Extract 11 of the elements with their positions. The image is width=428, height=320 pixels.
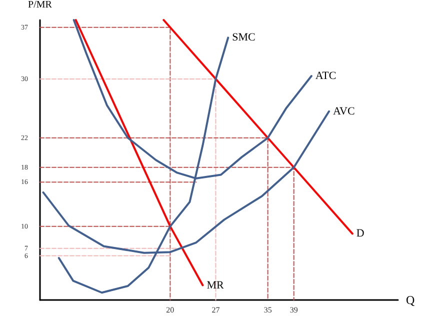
x-axis-title: Q xyxy=(406,293,415,307)
series-label: SMC xyxy=(232,32,256,44)
series-label: AVC xyxy=(333,105,355,118)
x-tick-label: 39 xyxy=(290,306,298,314)
x-tick-label: 20 xyxy=(166,306,174,314)
x-tick-label: 35 xyxy=(264,306,272,314)
series-label: MR xyxy=(206,279,225,292)
series-label: ATC xyxy=(315,70,336,82)
series-label: D xyxy=(356,228,364,240)
y-axis-title: P/MR xyxy=(28,0,52,10)
x-tick-label: 27 xyxy=(212,306,220,314)
